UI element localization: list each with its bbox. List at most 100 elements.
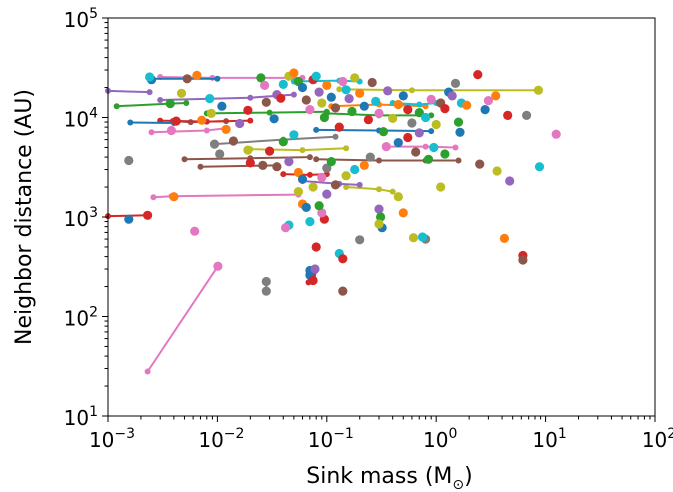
track-point [389,188,396,195]
data-point [365,152,375,162]
data-point [429,142,439,153]
data-point [393,138,403,148]
track-point [247,117,254,124]
data-point [411,147,421,157]
data-point [455,127,465,137]
track-line [160,76,303,79]
data-point [124,155,134,166]
data-point [276,93,286,103]
data-point [426,94,436,104]
data-point [228,136,238,146]
data-point [311,71,321,81]
data-point [483,96,493,106]
data-point [414,108,424,118]
data-point [293,187,303,197]
x-tick-label: 100 [423,426,457,452]
track-point [299,147,306,154]
track-line [339,88,539,92]
track-point [148,129,155,136]
track-point [150,194,157,201]
data-point [305,217,315,227]
data-point [284,157,294,167]
data-point [533,85,544,95]
data-point [169,192,179,202]
track-line [116,102,187,108]
track-point [336,86,343,93]
data-point [330,103,341,113]
data-point [473,70,483,80]
data-point [359,101,369,111]
data-point [124,214,134,224]
data-point [359,160,369,170]
data-point [166,125,176,136]
data-point [403,132,413,143]
data-point [261,276,271,287]
data-point [371,96,381,106]
data-point [431,119,441,130]
data-point [440,149,450,159]
data-point [403,105,413,115]
data-point [453,117,464,127]
track-line [146,265,219,373]
data-point [278,137,288,147]
data-point [398,91,408,101]
track-point [408,87,415,94]
x-tick-label: 10−1 [308,426,354,452]
data-point [311,242,321,252]
data-point [367,77,377,88]
data-point [355,88,365,98]
data-point [322,80,332,90]
x-tick-label: 101 [532,426,566,452]
data-point [376,212,386,222]
data-point [243,145,253,155]
y-tick-label: 102 [64,305,98,331]
data-point [505,176,515,186]
data-point [388,113,398,123]
track-point [113,103,120,110]
data-point [383,86,393,96]
data-point [338,286,348,296]
data-point [450,78,461,88]
data-point [209,139,220,149]
data-point [350,164,360,175]
track-point [280,171,287,178]
data-point [374,108,384,118]
data-point [423,154,434,164]
data-point [326,157,336,167]
x-tick-label: 102 [642,426,673,452]
data-point [197,115,207,125]
track-point [266,109,273,116]
data-point [165,99,175,109]
y-tick-label: 103 [64,205,98,231]
data-point [330,180,341,190]
data-point [355,235,365,245]
data-point [436,182,446,192]
track-point [376,186,382,193]
track-point [306,171,313,178]
track-line [107,89,150,94]
data-point [235,118,245,129]
track-line [151,127,227,134]
data-point [341,85,351,95]
track-point [197,163,204,170]
data-point [534,162,545,172]
track-point [203,127,210,134]
data-point [374,219,384,229]
data-point [317,98,327,108]
track-point [290,91,297,98]
track-point [157,97,164,103]
data-point [206,108,216,118]
data-point [417,232,428,242]
data-point [522,110,532,120]
data-point [301,95,311,105]
data-point [260,80,270,90]
data-point [308,275,318,286]
data-point [393,99,403,110]
data-point [334,122,344,132]
data-point [317,172,327,182]
data-point [344,94,354,104]
track-point [428,128,435,135]
data-point [308,182,318,192]
track-point [452,144,459,151]
